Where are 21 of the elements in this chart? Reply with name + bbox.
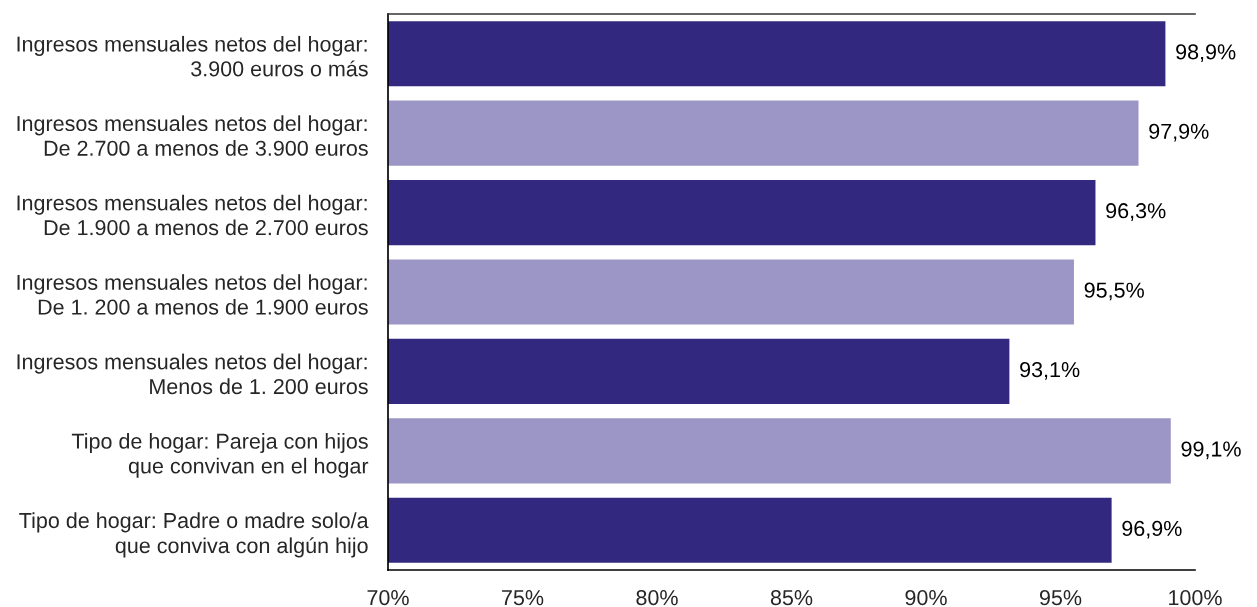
x-tick-label: 80% [636, 590, 678, 606]
y-tick-label: Ingresos mensuales netos del hogar: Menos de 1. 200 euros [17, 353, 368, 395]
data-label: 95,5% [1084, 282, 1144, 301]
data-label: 99,1% [1181, 441, 1241, 460]
y-tick-label: Tipo de hogar: Padre o madre solo/a que conviva con algún hijo [19, 512, 369, 558]
y-tick-label: Ingresos mensuales netos del hogar: De 2.700 a menos de 3.900 euros [17, 115, 368, 156]
data-label: 97,9% [1149, 123, 1209, 142]
data-label: 98,9% [1176, 44, 1236, 63]
data-label: 93,1% [1020, 361, 1080, 380]
y-tick-label: Tipo de hogar: Pareja con hijos que convivan en el hogar [71, 433, 369, 478]
data-label: 96,3% [1106, 203, 1166, 221]
x-tick-label: 90% [905, 590, 947, 606]
y-tick-label: Ingresos mensuales netos del hogar: De 1.900 a menos de 2.700 euros [17, 194, 368, 236]
y-tick-label: Ingresos mensuales netos del hogar: 3.900 euros o más [17, 35, 368, 77]
x-tick-label: 70% [367, 590, 409, 606]
y-tick-label: Ingresos mensuales netos del hogar: De 1. 200 a menos de 1.900 euros [17, 274, 368, 315]
x-tick-label: 75% [502, 590, 544, 606]
x-tick-label: 100% [1169, 590, 1222, 606]
x-tick-label: 85% [770, 590, 813, 606]
data-label: 96,9% [1122, 520, 1182, 539]
x-tick-label: 95% [1039, 590, 1082, 606]
